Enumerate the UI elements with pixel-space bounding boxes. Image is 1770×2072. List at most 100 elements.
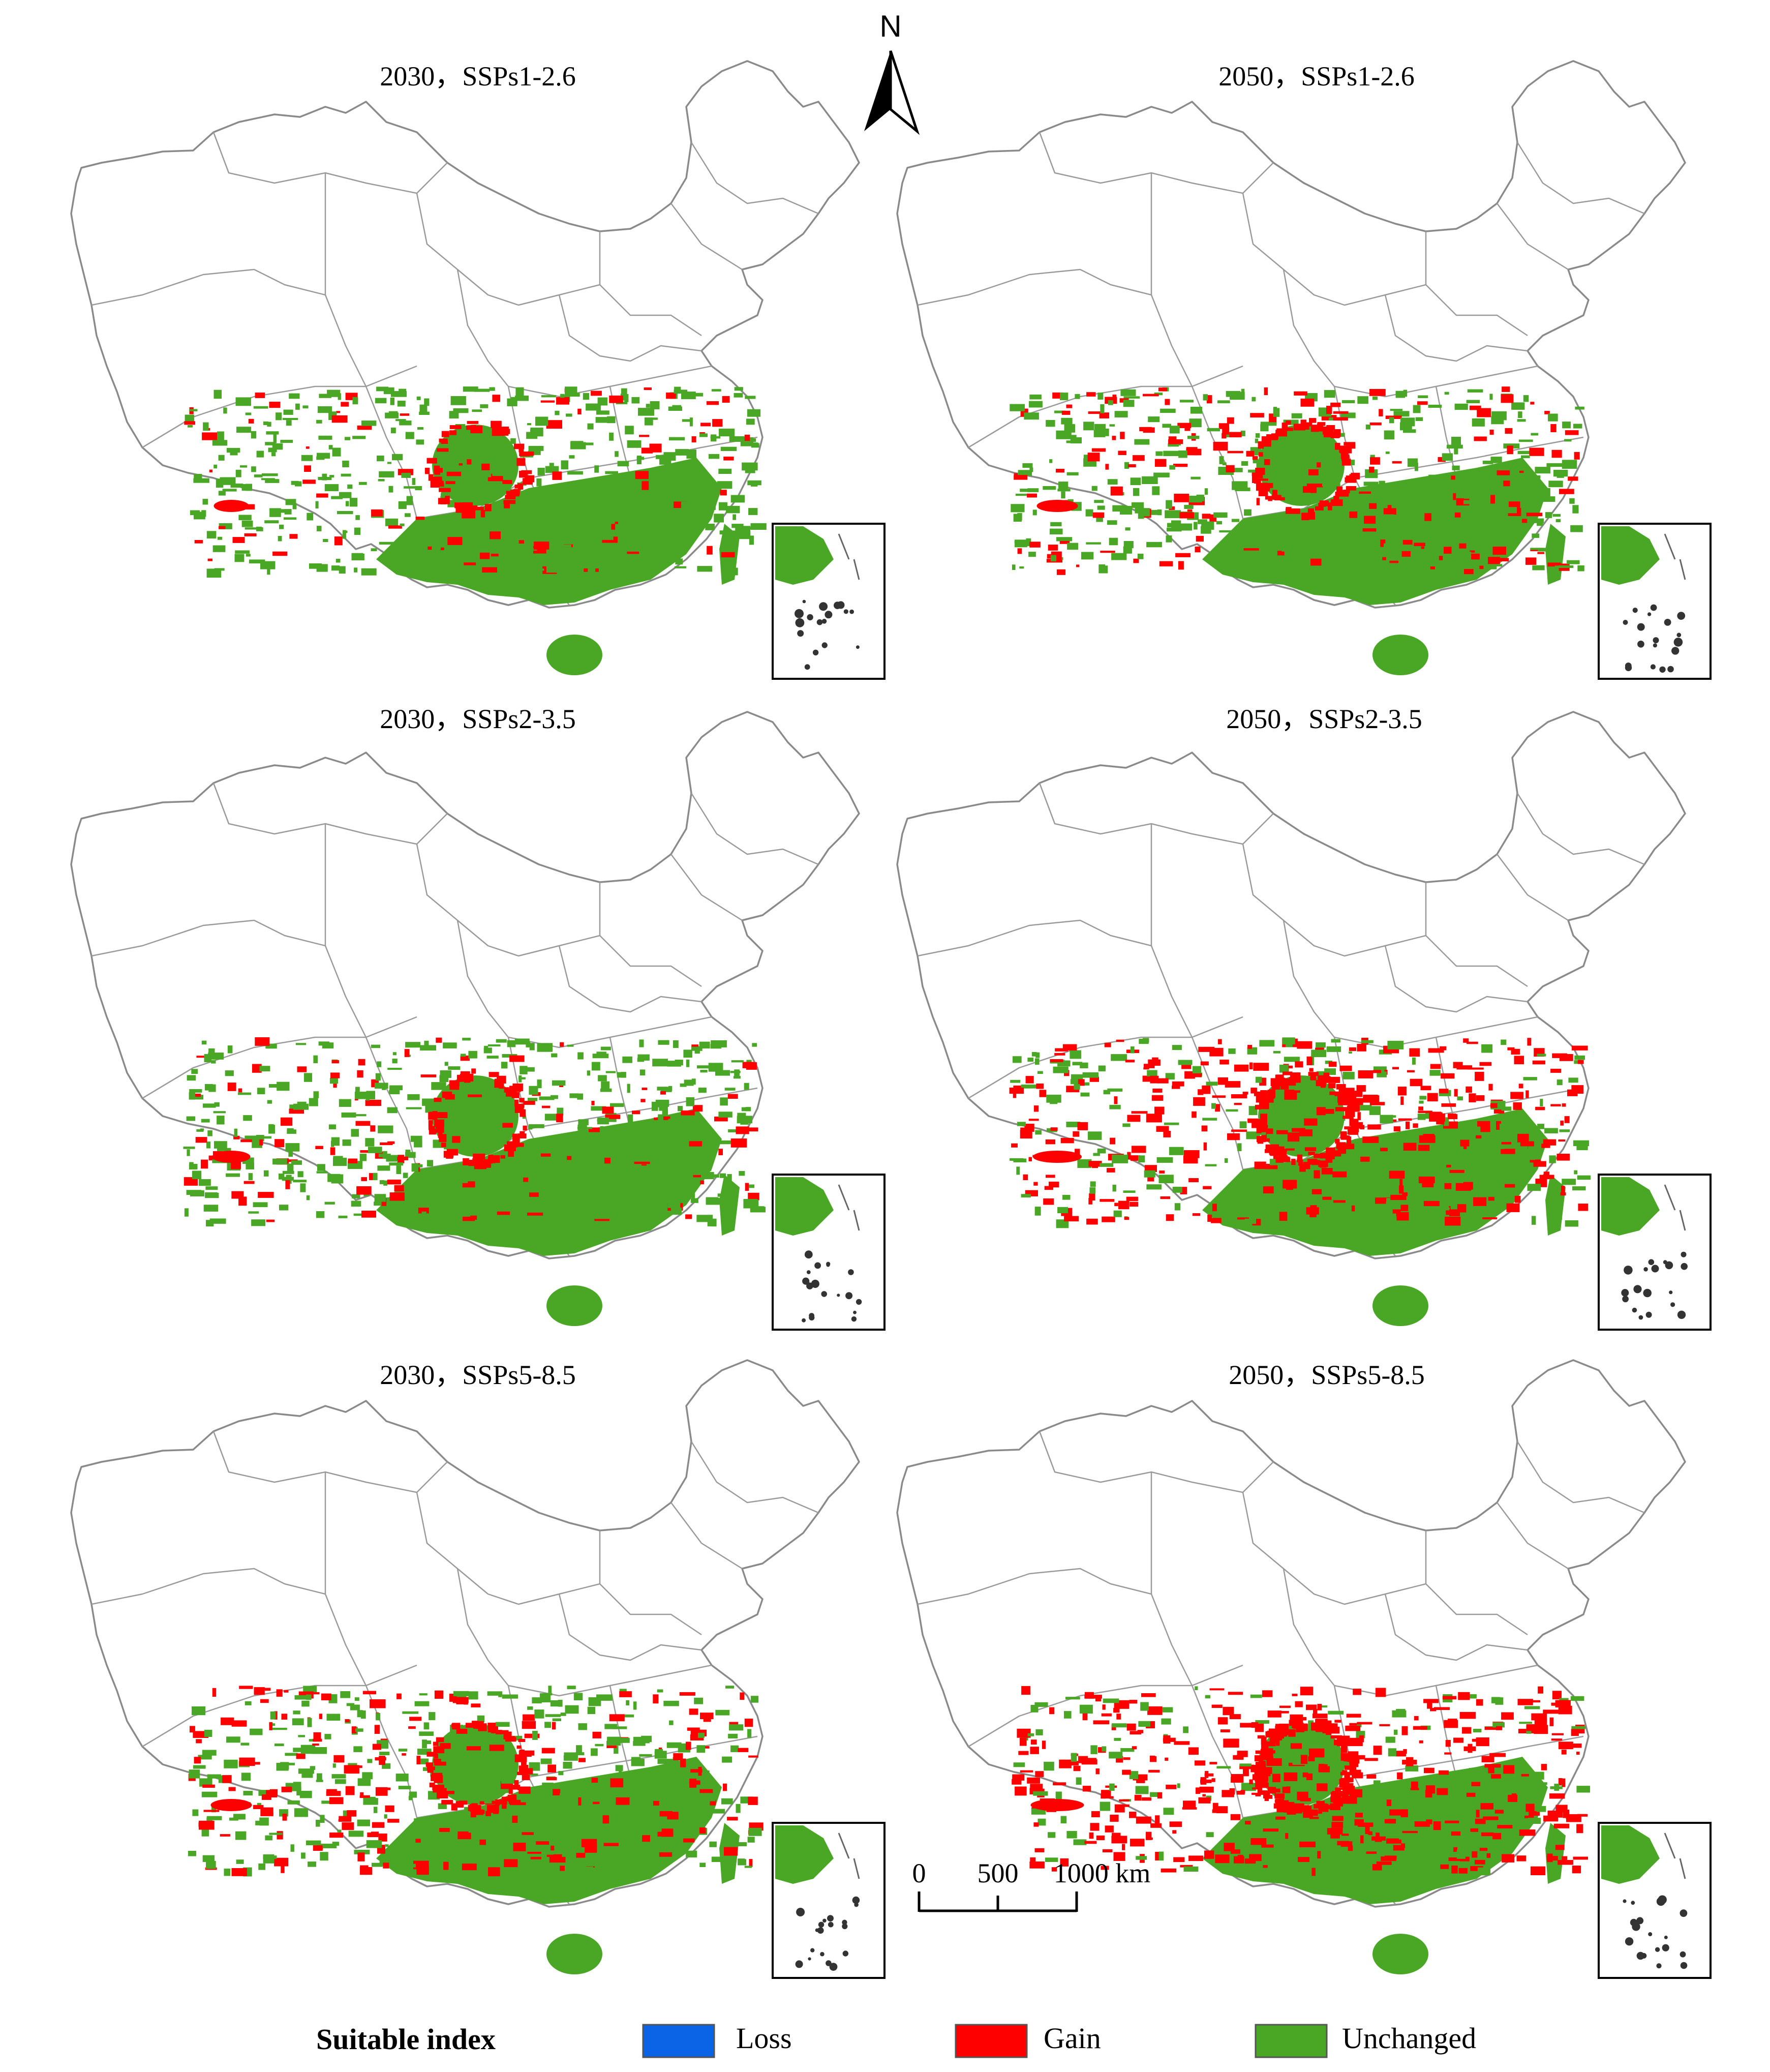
unchanged-patch — [379, 1752, 390, 1755]
unchanged-patch — [711, 1040, 727, 1047]
unchanged-patch — [1021, 1084, 1037, 1089]
unchanged-patch — [425, 1740, 432, 1745]
unchanged-patch — [1551, 1208, 1557, 1217]
unchanged-patch — [739, 1171, 745, 1176]
unchanged-patch — [267, 569, 270, 575]
gain-patch — [1319, 1763, 1325, 1767]
gain-patch — [1348, 1751, 1359, 1757]
unchanged-patch — [590, 511, 606, 516]
gain-patch — [714, 1117, 728, 1122]
unchanged-patch — [569, 455, 575, 459]
suitable-area — [1009, 1037, 1591, 1326]
unchanged-patch — [531, 533, 543, 537]
gain-patch — [1518, 1084, 1523, 1089]
unchanged-patch — [1097, 505, 1105, 510]
gain-patch — [1133, 455, 1145, 461]
gain-patch — [592, 1731, 601, 1738]
unchanged-patch — [235, 469, 241, 477]
unchanged-patch — [635, 546, 646, 550]
unchanged-patch — [552, 513, 562, 521]
gain-patch — [304, 465, 311, 472]
unchanged-patch — [379, 1180, 385, 1184]
unchanged-patch — [667, 1061, 681, 1067]
gain-patch — [432, 1111, 438, 1115]
unchanged-patch — [1164, 1122, 1179, 1125]
gain-patch — [1460, 1139, 1470, 1147]
gain-patch — [1392, 1209, 1401, 1214]
unchanged-patch — [1532, 533, 1540, 538]
gain-patch — [1369, 389, 1386, 396]
gain-patch — [1320, 1153, 1332, 1159]
gain-patch — [333, 1082, 337, 1088]
unchanged-patch — [405, 1042, 421, 1048]
gain-patch — [680, 1758, 686, 1767]
unchanged-patch — [419, 1693, 428, 1696]
unchanged-patch — [263, 421, 268, 425]
gain-patch — [745, 1183, 749, 1191]
unchanged-patch — [626, 1808, 634, 1812]
unchanged-patch — [604, 1834, 613, 1840]
unchanged-patch — [540, 1693, 551, 1703]
unchanged-patch — [419, 411, 430, 415]
unchanged-patch — [405, 1831, 412, 1836]
gain-patch — [542, 1105, 551, 1108]
inset-island — [842, 1950, 849, 1957]
gain-patch — [1451, 1865, 1458, 1874]
gain-patch — [1278, 1711, 1289, 1714]
unchanged-patch — [379, 471, 394, 477]
unchanged-patch — [246, 1162, 254, 1169]
unchanged-patch — [674, 386, 681, 394]
unchanged-patch — [377, 455, 384, 462]
gain-patch — [1285, 1833, 1289, 1839]
unchanged-patch — [1076, 1777, 1082, 1785]
gain-patch — [274, 1857, 288, 1867]
gain-patch — [1401, 551, 1411, 557]
gain-patch — [277, 1831, 283, 1840]
unchanged-patch — [1027, 1058, 1033, 1062]
gain-patch — [1056, 469, 1065, 473]
unchanged-patch — [650, 476, 656, 481]
unchanged-patch — [1270, 471, 1274, 481]
unchanged-patch — [1555, 519, 1561, 522]
gain-patch — [1466, 553, 1480, 560]
unchanged-patch — [1324, 1179, 1334, 1188]
inset-land — [1601, 1825, 1660, 1884]
gain-patch — [1146, 1831, 1152, 1840]
unchanged-patch — [1539, 1782, 1547, 1785]
china-map — [896, 60, 1712, 680]
gain-patch — [192, 1093, 201, 1097]
unchanged-patch — [1241, 1783, 1256, 1791]
gain-patch — [1364, 516, 1376, 524]
unchanged-patch — [213, 389, 222, 399]
unchanged-patch — [293, 1180, 307, 1183]
unchanged-patch — [482, 1174, 497, 1181]
unchanged-patch — [398, 1865, 403, 1869]
unchanged-patch — [1254, 1132, 1266, 1135]
gain-patch — [427, 1767, 434, 1773]
gain-patch — [1308, 469, 1319, 475]
unchanged-patch — [327, 1174, 341, 1182]
gain-patch — [1082, 1713, 1088, 1721]
gain-patch — [1309, 418, 1317, 423]
gain-patch — [730, 1138, 747, 1148]
gain-patch — [1397, 1772, 1403, 1780]
unchanged-patch — [1499, 1124, 1509, 1130]
china-map — [70, 711, 886, 1331]
gain-patch — [1265, 1163, 1278, 1169]
unchanged-patch — [268, 447, 277, 453]
unchanged-patch — [265, 442, 276, 445]
gain-patch — [1562, 1778, 1566, 1787]
unchanged-patch — [1130, 477, 1141, 486]
unchanged-patch — [395, 419, 406, 422]
unchanged-patch — [441, 558, 454, 566]
unchanged-patch — [411, 1842, 427, 1848]
unchanged-patch — [464, 487, 479, 494]
unchanged-patch — [438, 1803, 447, 1809]
gain-patch — [502, 427, 509, 431]
gain-patch — [1198, 1797, 1211, 1804]
gain-patch — [1055, 1048, 1069, 1052]
inset-island — [814, 1262, 821, 1269]
gain-patch — [184, 421, 195, 425]
unchanged-patch — [699, 1149, 713, 1154]
gain-patch — [1030, 1739, 1037, 1745]
